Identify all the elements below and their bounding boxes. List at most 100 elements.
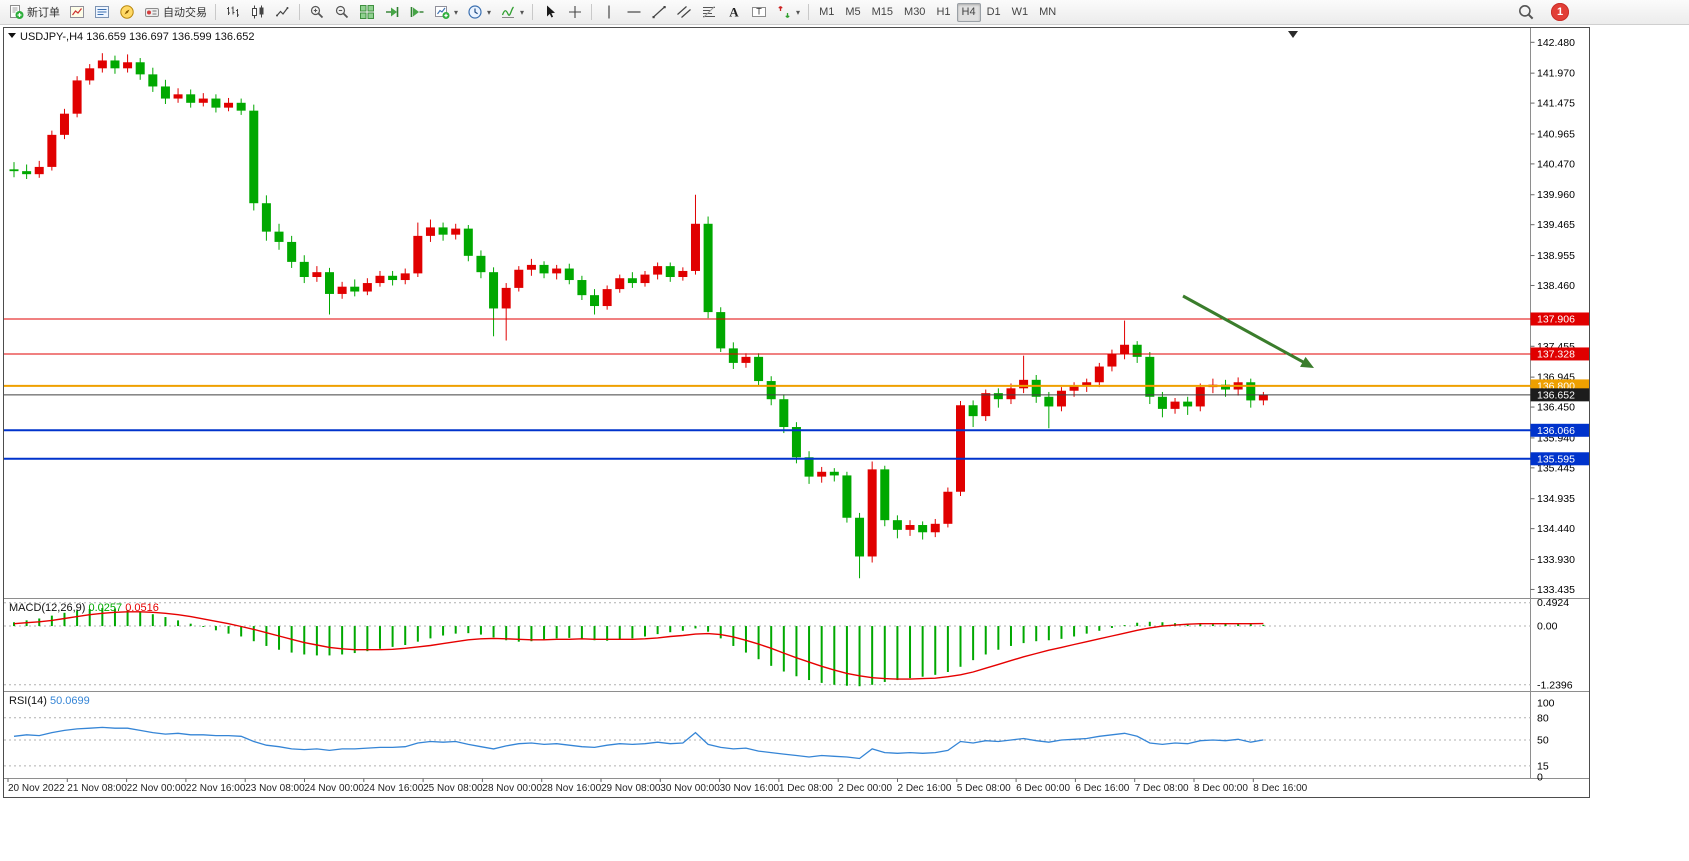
candle-body <box>1132 344 1142 357</box>
candle-body <box>690 223 700 271</box>
navigator-icon <box>120 5 134 19</box>
svg-text:138.460: 138.460 <box>1537 280 1575 292</box>
candle-body <box>198 98 208 103</box>
svg-text:140.965: 140.965 <box>1537 128 1575 140</box>
search-icon <box>1519 4 1534 19</box>
crosshair-button[interactable] <box>563 2 587 23</box>
text-button[interactable]: A <box>722 2 746 23</box>
arrows-button[interactable]: ▾ <box>772 2 804 23</box>
candle-body <box>287 241 297 262</box>
candle-body <box>325 272 334 294</box>
chart-shift-marker[interactable] <box>1288 31 1298 38</box>
timeframe-m1-button[interactable]: M1 <box>814 3 839 22</box>
timeframe-d1-button[interactable]: D1 <box>982 3 1006 22</box>
cursor-icon <box>547 5 556 18</box>
timeframe-w1-button[interactable]: W1 <box>1007 3 1034 22</box>
horizontal-line-button[interactable] <box>622 2 646 23</box>
zoom-in-button[interactable] <box>305 2 329 23</box>
search-button[interactable] <box>1513 1 1539 22</box>
candle-body <box>1031 379 1041 397</box>
auto-scroll-icon <box>386 7 399 17</box>
chart-shift-button[interactable] <box>405 2 429 23</box>
navigator-button[interactable] <box>115 2 139 23</box>
candle-body <box>716 312 726 349</box>
chevron-down-icon: ▾ <box>796 7 801 17</box>
fibonacci-button[interactable] <box>697 2 721 23</box>
svg-text:141.475: 141.475 <box>1537 98 1575 110</box>
trendline-button[interactable] <box>647 2 671 23</box>
channel-button[interactable] <box>672 2 696 23</box>
fibo-icon <box>703 6 716 18</box>
new-order-button[interactable]: 新订单 <box>4 2 64 23</box>
new-chart-button[interactable]: ▾ <box>430 2 462 23</box>
svg-text:135.445: 135.445 <box>1537 462 1575 474</box>
candle-body <box>489 272 499 309</box>
cursor-button[interactable] <box>538 2 562 23</box>
svg-text:29 Nov 08:00: 29 Nov 08:00 <box>601 783 661 794</box>
vertical-line-button[interactable] <box>597 2 621 23</box>
candle-body <box>817 471 827 477</box>
zoom-out-button[interactable] <box>330 2 354 23</box>
candlestick-chart-button[interactable] <box>246 2 270 23</box>
svg-text:30 Nov 16:00: 30 Nov 16:00 <box>720 783 780 794</box>
autotrading-button[interactable]: 自动交易 <box>140 2 211 23</box>
candle-body <box>602 289 612 307</box>
candle-body <box>135 62 145 75</box>
svg-text:8 Dec 00:00: 8 Dec 00:00 <box>1194 783 1248 794</box>
trendline-icon <box>652 6 666 19</box>
candle-body <box>97 60 107 69</box>
svg-text:-1.2396: -1.2396 <box>1537 679 1573 691</box>
timeframe-h1-button[interactable]: H1 <box>931 3 955 22</box>
macd-histogram <box>13 608 1265 687</box>
symbol-collapse-icon[interactable] <box>8 33 16 38</box>
svg-text:24 Nov 00:00: 24 Nov 00:00 <box>305 783 365 794</box>
auto-scroll-button[interactable] <box>380 2 404 23</box>
toolbar: 1 新订单 自动交易 ▾ ▾ ▾ A T ▾ M1 M5 M15 M30 H1 H4 D1 W1 MN <box>0 0 1689 25</box>
price-chart[interactable]: 142.480 141.970 141.475 140.965 140.470 139.9… <box>4 28 1589 797</box>
time-axis[interactable]: 20 Nov 2022 21 Nov 08:00 22 Nov 00:00 22 No… <box>7 778 1308 795</box>
candle-body <box>274 231 284 242</box>
candle-body <box>615 278 625 290</box>
macd-label: MACD(12,26,9) 0.0257 0.0516 <box>9 602 159 614</box>
timeframe-mn-button[interactable]: MN <box>1034 3 1061 22</box>
svg-text:138.955: 138.955 <box>1537 250 1575 262</box>
candle-body <box>804 457 814 477</box>
candle-body <box>956 405 965 492</box>
svg-text:80: 80 <box>1537 712 1549 724</box>
bar-chart-button[interactable] <box>221 2 245 23</box>
svg-text:22 Nov 00:00: 22 Nov 00:00 <box>127 783 187 794</box>
svg-text:20 Nov 2022: 20 Nov 2022 <box>8 783 65 794</box>
candle-body <box>211 98 221 108</box>
timeframe-m5-button[interactable]: M5 <box>840 3 865 22</box>
periods-button[interactable]: ▾ <box>463 2 495 23</box>
current-price-label <box>1530 388 1589 402</box>
indicators-button[interactable]: ▾ <box>496 2 528 23</box>
candle-body <box>1056 390 1066 407</box>
market-watch-button[interactable] <box>90 2 114 23</box>
charts-button[interactable] <box>65 2 89 23</box>
timeframe-m15-button[interactable]: M15 <box>867 3 898 22</box>
tile-windows-button[interactable] <box>355 2 379 23</box>
trend-arrow[interactable] <box>1182 294 1314 368</box>
svg-text:139.465: 139.465 <box>1537 219 1575 231</box>
svg-text:8 Dec 16:00: 8 Dec 16:00 <box>1253 783 1307 794</box>
candle-body <box>85 68 95 81</box>
candle-body <box>905 525 915 530</box>
svg-text:100: 100 <box>1537 698 1555 710</box>
line-chart-button[interactable] <box>271 2 295 23</box>
notification-badge[interactable]: 1 <box>1551 2 1569 21</box>
candle-body <box>34 166 44 175</box>
candle-body <box>22 171 32 175</box>
timeframe-h4-button[interactable]: H4 <box>956 2 981 22</box>
label-button[interactable]: T <box>747 2 771 23</box>
new-order-icon <box>10 5 24 19</box>
candle-body <box>1195 387 1205 407</box>
candle-body <box>476 255 486 273</box>
candle-body <box>1246 382 1256 401</box>
candle-body <box>627 278 637 284</box>
chevron-down-icon: ▾ <box>487 7 492 17</box>
candle-body <box>236 102 246 111</box>
timeframe-m30-button[interactable]: M30 <box>899 3 930 22</box>
crosshair-icon <box>569 6 582 18</box>
chart-window[interactable]: 142.480 141.970 141.475 140.965 140.470 139.9… <box>3 27 1590 798</box>
